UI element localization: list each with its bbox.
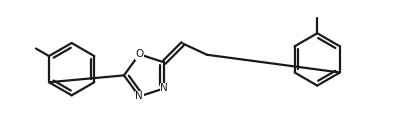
Text: N: N — [135, 92, 143, 101]
Text: N: N — [160, 83, 168, 93]
Text: O: O — [135, 49, 143, 59]
